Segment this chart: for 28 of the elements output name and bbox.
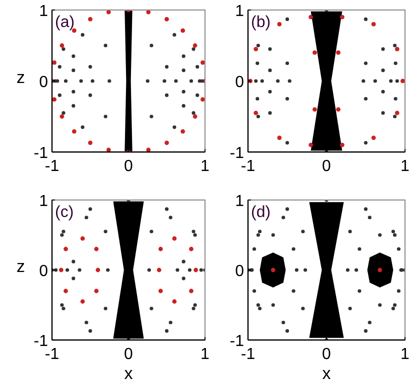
y-tick-label: 1 (39, 193, 48, 210)
y-tick-label: 1 (235, 3, 244, 20)
y-axis-title: z (16, 257, 25, 276)
annotation: (c) (55, 204, 74, 221)
x-axis-title: x (322, 364, 332, 383)
y-tick-label: -1 (34, 333, 48, 350)
y-tick-label: -1 (230, 145, 244, 162)
x-tick-label: 1 (400, 346, 410, 363)
y-tick-label: -1 (34, 145, 48, 162)
x-tick-label: 0 (124, 346, 134, 363)
annotation: (a) (55, 14, 75, 31)
y-axis-title: z (16, 68, 25, 87)
y-tick-label: 1 (39, 3, 48, 20)
annotation: (b) (251, 14, 271, 31)
annotation: (d) (251, 204, 271, 221)
y-tick-label: -1 (230, 333, 244, 350)
x-tick-label: 1 (200, 346, 210, 363)
x-tick-label: 0 (322, 346, 332, 363)
x-axis-title: x (124, 364, 134, 383)
y-tick-label: 0 (39, 74, 48, 91)
y-tick-label: 0 (235, 263, 244, 280)
x-tick-label: 1 (200, 158, 210, 175)
y-tick-label: 0 (235, 74, 244, 91)
y-tick-label: 0 (39, 263, 48, 280)
x-tick-label: 0 (322, 158, 332, 175)
x-tick-label: 0 (124, 158, 134, 175)
y-tick-label: 1 (235, 193, 244, 210)
x-tick-label: 1 (400, 158, 410, 175)
